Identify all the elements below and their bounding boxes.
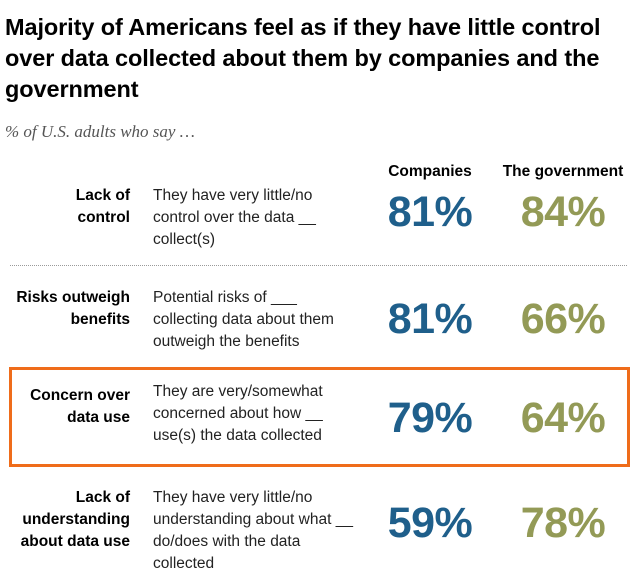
chart-subtitle: % of U.S. adults who say …: [5, 122, 195, 141]
value-government: 66%: [520, 295, 606, 343]
row-label: Lack of understanding about data use: [20, 489, 130, 550]
row-label: Concern over data use: [30, 387, 130, 426]
row-label: Risks outweigh benefits: [16, 289, 130, 328]
column-header-government: The government: [502, 163, 624, 180]
row-description: Potential risks of ___ collecting data a…: [153, 289, 334, 350]
row-description: They are very/somewhat concerned about h…: [153, 383, 323, 444]
row-description: They have very little/no understanding a…: [153, 489, 353, 572]
value-companies: 81%: [387, 295, 473, 343]
value-government: 78%: [520, 499, 606, 547]
value-companies: 79%: [387, 394, 473, 442]
value-companies: 81%: [387, 188, 473, 236]
row-label: Lack of control: [75, 187, 130, 226]
column-header-companies: Companies: [388, 163, 472, 180]
value-government: 84%: [520, 188, 606, 236]
chart-title: Majority of Americans feel as if they ha…: [5, 14, 601, 102]
row-description: They have very little/no control over th…: [153, 187, 316, 248]
value-companies: 59%: [387, 499, 473, 547]
highlight-box: [9, 367, 630, 467]
value-government: 64%: [520, 394, 606, 442]
row-divider: [10, 265, 627, 266]
